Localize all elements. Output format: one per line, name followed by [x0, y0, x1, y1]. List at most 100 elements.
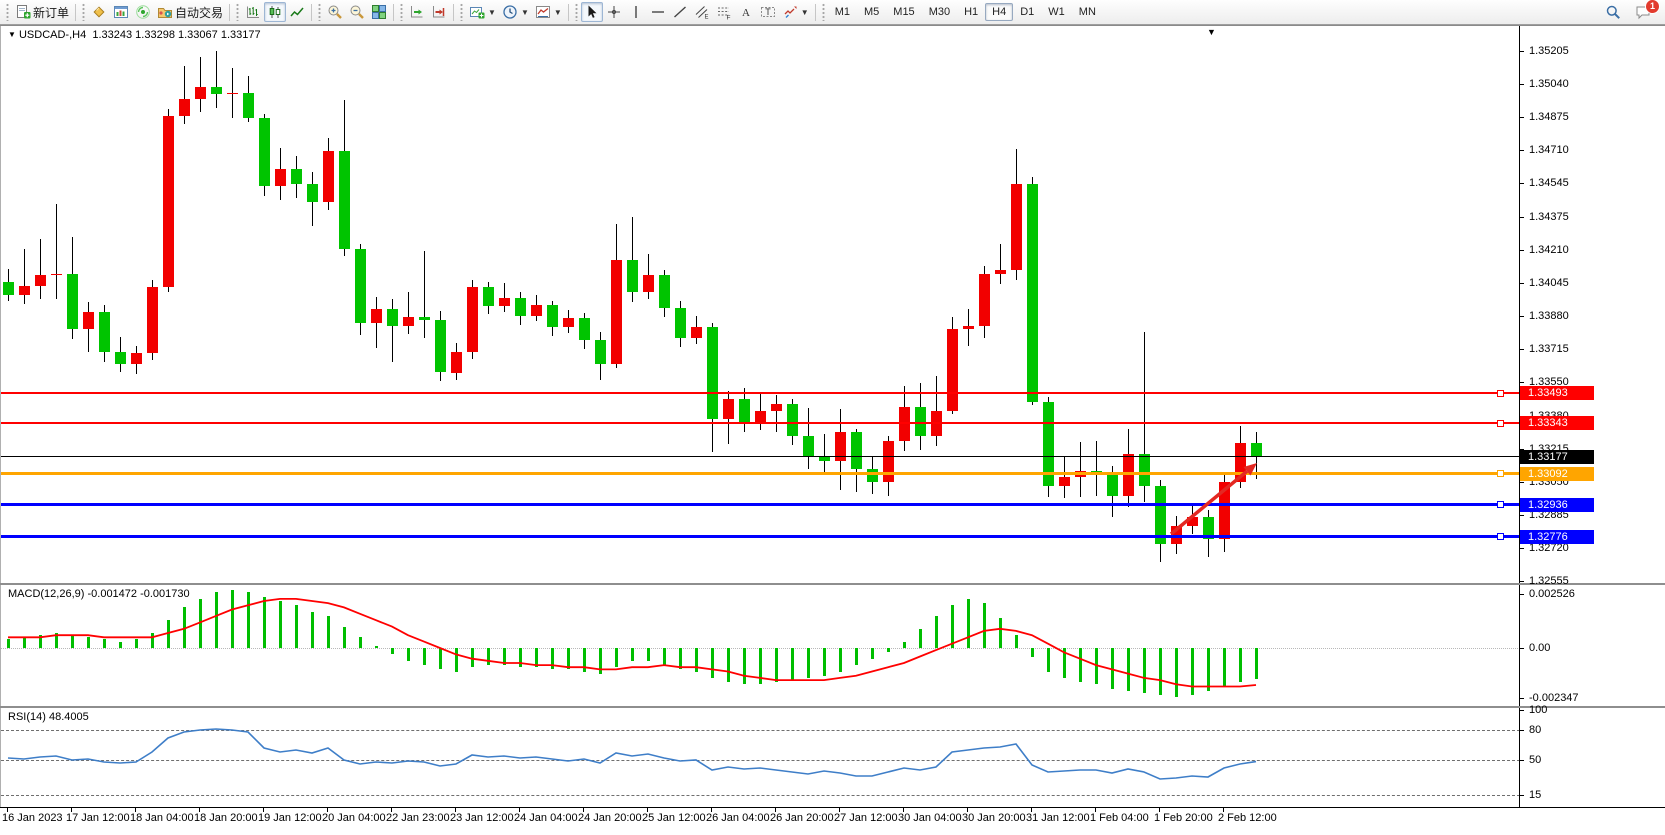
candle[interactable] [787, 404, 798, 436]
line-endpoint-marker[interactable] [1497, 470, 1504, 477]
candle[interactable] [947, 329, 958, 411]
pane-splitter[interactable] [0, 706, 1665, 708]
candle[interactable] [643, 275, 654, 292]
toolbar-grip[interactable] [820, 3, 826, 21]
candle[interactable] [1155, 486, 1166, 544]
candle[interactable] [531, 305, 542, 316]
candle[interactable] [467, 287, 478, 352]
toolbar-grip[interactable] [573, 3, 579, 21]
toolbar-grip[interactable] [399, 3, 405, 21]
candle[interactable] [147, 287, 158, 353]
candle[interactable] [483, 287, 494, 306]
time-axis[interactable]: 16 Jan 2023 17 Jan 12:00 18 Jan 04:00 18 Ja… [0, 807, 1665, 828]
candle[interactable] [515, 298, 526, 316]
candle[interactable] [3, 282, 14, 295]
line-chart-button[interactable] [286, 2, 308, 22]
candle[interactable] [579, 318, 590, 340]
candle[interactable] [1011, 184, 1022, 270]
timeframe-M5-button[interactable]: M5 [857, 3, 886, 21]
search-button[interactable] [1602, 2, 1624, 22]
macd-plot[interactable]: MACD(12,26,9) -0.001472 -0.001730 [0, 585, 1519, 706]
cursor-button[interactable] [580, 2, 603, 22]
candle[interactable] [611, 260, 622, 364]
horizontal-level-line[interactable] [1, 392, 1519, 394]
candle[interactable] [291, 169, 302, 184]
main-plot[interactable]: ▼ USDCAD-,H4 1.33243 1.33298 1.33067 1.3… [0, 26, 1519, 583]
candle[interactable] [83, 312, 94, 329]
candle[interactable] [1251, 443, 1262, 457]
candle[interactable] [115, 352, 126, 364]
candle[interactable] [211, 87, 222, 94]
trend-arrow-annotation[interactable] [1, 26, 1519, 583]
candle[interactable] [1043, 402, 1054, 486]
fibonacci-button[interactable]: F [713, 2, 735, 22]
candle[interactable] [675, 308, 686, 338]
timeframe-H1-button[interactable]: H1 [957, 3, 985, 21]
candle[interactable] [1187, 517, 1198, 526]
candle[interactable] [243, 93, 254, 118]
candle[interactable] [1027, 184, 1038, 402]
candle[interactable] [899, 407, 910, 441]
candle[interactable] [163, 116, 174, 287]
candle[interactable] [19, 286, 30, 295]
vline-button[interactable] [625, 2, 647, 22]
horizontal-level-line[interactable] [1, 535, 1519, 538]
candle[interactable] [659, 275, 670, 308]
timeframe-H4-button[interactable]: H4 [985, 3, 1014, 21]
line-endpoint-marker[interactable] [1497, 533, 1504, 540]
candle[interactable] [963, 326, 974, 329]
chart-corner-dropdown-icon[interactable]: ▼ [1207, 27, 1216, 37]
candle[interactable] [419, 317, 430, 320]
candle[interactable] [883, 441, 894, 482]
tile-windows-button[interactable] [368, 2, 390, 22]
candle[interactable] [915, 407, 926, 436]
current-price-line[interactable] [1, 456, 1519, 457]
line-endpoint-marker[interactable] [1497, 501, 1504, 508]
zoom-out-button[interactable] [346, 2, 368, 22]
horizontal-level-line[interactable] [1, 472, 1519, 475]
crosshair-button[interactable] [603, 2, 625, 22]
candle[interactable] [547, 305, 558, 327]
bar-chart-button[interactable] [242, 2, 264, 22]
candle[interactable] [323, 151, 334, 202]
auto-scroll-button[interactable] [406, 2, 428, 22]
candle[interactable] [755, 411, 766, 424]
pane-splitter[interactable] [0, 583, 1665, 585]
candle[interactable] [851, 432, 862, 469]
autotrading-button[interactable]: 自动交易 [154, 2, 226, 22]
candle[interactable] [819, 456, 830, 461]
candle[interactable] [835, 432, 846, 461]
candle[interactable] [1139, 454, 1150, 486]
candle[interactable] [195, 87, 206, 99]
candle[interactable] [707, 327, 718, 419]
chart-window-button[interactable] [110, 2, 132, 22]
timeframe-M1-button[interactable]: M1 [828, 3, 857, 21]
candle[interactable] [499, 298, 510, 306]
candle[interactable] [451, 352, 462, 373]
toolbar-grip[interactable] [317, 3, 323, 21]
text-label-button[interactable]: T [757, 2, 779, 22]
channel-button[interactable]: E [691, 2, 713, 22]
candle[interactable] [867, 469, 878, 482]
signals-button[interactable] [132, 2, 154, 22]
candle[interactable] [803, 436, 814, 456]
candle[interactable] [691, 327, 702, 338]
toolbar-grip[interactable] [459, 3, 465, 21]
chat-button[interactable]: 1 [1632, 0, 1660, 22]
horizontal-level-line[interactable] [1, 422, 1519, 424]
timeframe-D1-button[interactable]: D1 [1013, 3, 1041, 21]
price-axis[interactable]: 1.33493 1.33343 1.33177 1.33092 1.32936 1.327… [1519, 26, 1665, 587]
rsi-plot[interactable]: RSI(14) 48.4005 [0, 708, 1519, 807]
chart-shift-button[interactable] [428, 2, 450, 22]
timeframe-W1-button[interactable]: W1 [1041, 3, 1072, 21]
candle[interactable] [387, 309, 398, 326]
candle[interactable] [131, 353, 142, 364]
timeframe-M30-button[interactable]: M30 [922, 3, 957, 21]
candle[interactable] [995, 270, 1006, 274]
hline-button[interactable] [647, 2, 669, 22]
candle[interactable] [627, 260, 638, 292]
candle[interactable] [67, 274, 78, 329]
trendline-button[interactable] [669, 2, 691, 22]
new-order-button[interactable]: 新订单 [12, 2, 72, 22]
candle[interactable] [307, 184, 318, 202]
